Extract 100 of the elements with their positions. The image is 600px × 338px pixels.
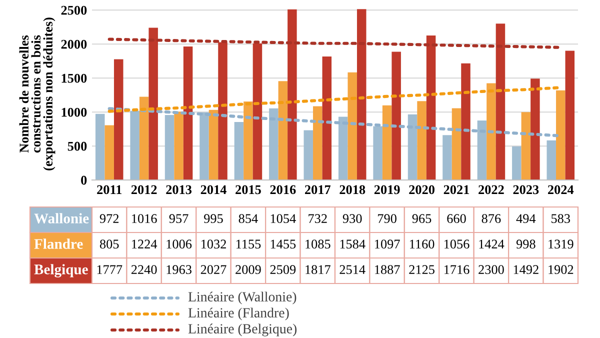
y-tick-label: 1000 xyxy=(62,108,87,117)
bar xyxy=(452,108,462,180)
bar xyxy=(174,112,184,180)
data-label: 2027 xyxy=(200,265,226,274)
data-label: 876 xyxy=(482,214,501,224)
bar xyxy=(426,36,436,180)
bar xyxy=(530,78,540,180)
bar xyxy=(496,24,506,180)
data-label: 732 xyxy=(308,214,327,224)
bar xyxy=(556,90,566,180)
x-tick-label: 2013 xyxy=(166,185,192,194)
legend-label: Linéaire (Belgique) xyxy=(188,324,297,336)
x-tick-label: 2021 xyxy=(444,185,470,194)
data-label: 1016 xyxy=(132,214,157,224)
bar xyxy=(486,83,496,180)
bar xyxy=(278,81,288,180)
bar xyxy=(139,96,149,180)
bar xyxy=(218,42,228,180)
bar xyxy=(322,56,332,180)
bar xyxy=(234,122,244,180)
bar xyxy=(200,112,209,180)
data-label: 790 xyxy=(378,214,396,224)
data-label: 1224 xyxy=(132,240,158,248)
bar xyxy=(114,59,124,180)
data-label: 965 xyxy=(412,214,432,224)
data-label: 1097 xyxy=(375,240,400,249)
bar xyxy=(417,101,426,180)
bar xyxy=(546,140,556,180)
x-tick-label: 2023 xyxy=(513,185,539,194)
legend-label: Linéaire (Flandre) xyxy=(188,308,289,320)
data-label: 854 xyxy=(238,214,258,224)
text: Belgique xyxy=(34,264,88,278)
bar xyxy=(408,114,418,180)
y-axis-title: Nombre de nouvelles constructions en bois (exportations non déduites) xyxy=(19,18,56,170)
y-tick-label: 500 xyxy=(68,142,87,151)
bar xyxy=(104,125,114,180)
data-label: 2514 xyxy=(340,265,366,274)
bar xyxy=(208,110,218,180)
x-tick-label: 2016 xyxy=(270,185,296,194)
x-tick-label: 2018 xyxy=(340,185,366,194)
data-label: 494 xyxy=(516,214,536,224)
data-label: 1817 xyxy=(306,265,330,274)
x-tick-label: 2014 xyxy=(200,185,226,194)
text: Flandre xyxy=(34,238,83,249)
x-tick-label: 2015 xyxy=(236,185,261,194)
bar xyxy=(304,130,314,180)
data-label: 1963 xyxy=(166,265,192,274)
x-tick-label: 2019 xyxy=(374,185,400,194)
y-tick-label: 1500 xyxy=(62,74,87,83)
text: Wallonie xyxy=(34,213,89,224)
bar xyxy=(95,114,105,180)
x-tick-label: 2020 xyxy=(409,185,434,194)
data-label: 1777 xyxy=(97,265,122,274)
data-label: 660 xyxy=(447,214,466,224)
bar xyxy=(521,112,531,180)
data-label: 1085 xyxy=(306,240,330,249)
bar xyxy=(252,43,262,180)
data-label: 1056 xyxy=(444,240,470,249)
bar xyxy=(373,126,382,180)
data-label: 1319 xyxy=(548,240,574,249)
data-label: 1032 xyxy=(201,240,226,249)
bar xyxy=(338,116,348,180)
bar xyxy=(148,28,158,180)
bar xyxy=(382,105,392,180)
data-label: 1054 xyxy=(270,214,296,224)
data-label: 805 xyxy=(100,240,119,249)
data-label: 2300 xyxy=(478,265,504,274)
data-label: 995 xyxy=(204,214,223,224)
y-tick-label: 2500 xyxy=(61,6,87,15)
data-label: 1716 xyxy=(444,265,470,274)
legend-label: Linéaire (Wallonie) xyxy=(188,292,296,304)
data-label: 972 xyxy=(100,214,119,224)
bar xyxy=(164,114,174,180)
bar xyxy=(288,9,297,180)
bar xyxy=(130,110,140,180)
bar xyxy=(477,120,487,180)
data-label: 583 xyxy=(552,214,570,224)
data-label: 1155 xyxy=(236,240,261,249)
data-label: 1584 xyxy=(340,240,366,249)
bar xyxy=(313,106,322,180)
bar xyxy=(356,9,366,180)
data-label: 2009 xyxy=(236,265,261,274)
y-tick-label: 2000 xyxy=(61,40,87,49)
x-tick-label: 2017 xyxy=(305,185,331,194)
data-label: 1455 xyxy=(270,240,296,249)
x-tick-label: 2011 xyxy=(97,185,122,194)
x-tick-label: 2024 xyxy=(548,185,574,194)
bar xyxy=(183,46,193,180)
x-tick-label: 2022 xyxy=(478,185,504,194)
data-label: 1160 xyxy=(410,240,434,249)
bar xyxy=(392,52,401,180)
data-label: 1902 xyxy=(548,265,574,274)
data-label: 2125 xyxy=(409,265,434,274)
bar xyxy=(348,72,357,180)
data-label: 998 xyxy=(516,240,536,249)
bar xyxy=(442,135,452,180)
bar xyxy=(244,101,253,180)
data-label: 930 xyxy=(342,214,362,224)
data-label: 2509 xyxy=(270,265,296,274)
data-label: 1424 xyxy=(479,240,504,248)
